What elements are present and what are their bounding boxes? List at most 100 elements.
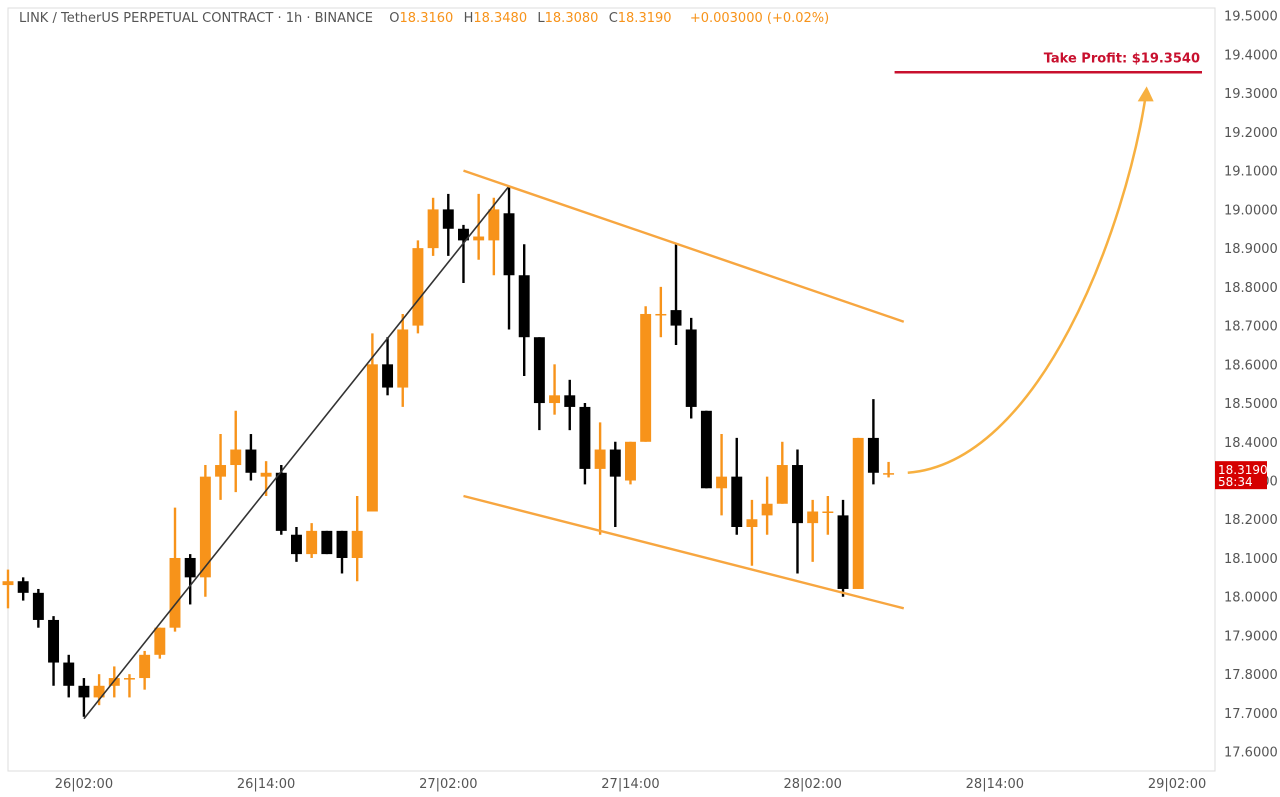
y-tick-label: 18.1000 xyxy=(1224,552,1278,567)
high-value: 18.3480 xyxy=(473,11,528,26)
candle xyxy=(245,434,257,481)
open-value: 18.3160 xyxy=(399,11,454,26)
candle-body xyxy=(883,473,895,475)
y-tick-label: 18.6000 xyxy=(1224,358,1278,373)
x-tick-label: 28|14:00 xyxy=(966,777,1024,792)
candle xyxy=(609,441,621,527)
candle-body xyxy=(746,519,758,527)
candle-body xyxy=(807,511,819,524)
candle-body xyxy=(518,275,530,338)
candle xyxy=(549,364,561,415)
time-axis[interactable]: 26|02:00 26|14:00 27|02:00 27|14:00 28|02:00… xyxy=(55,777,1207,792)
candle xyxy=(397,313,409,407)
projection-arrow xyxy=(907,89,1148,475)
y-tick-label: 18.4000 xyxy=(1224,436,1278,451)
candle-body xyxy=(549,395,561,404)
candle-body xyxy=(290,534,302,555)
candle-body xyxy=(731,476,743,527)
candle-body xyxy=(458,228,469,241)
candle-body xyxy=(640,313,652,442)
candle xyxy=(670,244,682,345)
candle-body xyxy=(32,592,44,620)
candle-body xyxy=(564,395,576,407)
candle xyxy=(2,569,14,609)
countdown-text: 58:34 xyxy=(1218,475,1253,489)
candle xyxy=(442,193,454,256)
y-tick-label: 18.8000 xyxy=(1224,281,1278,296)
y-tick-label: 18.5000 xyxy=(1224,397,1278,412)
symbol-title: LINK / TetherUS PERPETUAL CONTRACT · 1h … xyxy=(19,11,373,26)
candle-body xyxy=(609,449,621,477)
candle xyxy=(48,616,60,686)
y-tick-label: 18.7000 xyxy=(1224,320,1278,335)
candle xyxy=(78,678,90,717)
candle-body xyxy=(533,337,545,404)
low-label: L xyxy=(537,11,545,26)
candle-body xyxy=(442,209,454,229)
candle xyxy=(640,306,652,442)
chart-frame xyxy=(7,7,1216,772)
candle xyxy=(169,507,181,632)
y-tick-label: 19.2000 xyxy=(1224,126,1278,141)
low-value: 18.3080 xyxy=(544,11,599,26)
candle-body xyxy=(397,329,409,388)
candle xyxy=(625,441,636,485)
candle xyxy=(761,476,773,535)
y-tick-label: 18.0000 xyxy=(1224,591,1278,606)
channel-lower-line xyxy=(463,494,905,610)
chart-header: LINK / TetherUS PERPETUAL CONTRACT · 1h … xyxy=(19,11,829,26)
candle xyxy=(518,244,530,376)
candle-body xyxy=(503,213,515,276)
candle xyxy=(731,437,743,535)
candle-body xyxy=(336,530,348,558)
y-tick-label: 18.2000 xyxy=(1224,513,1278,528)
candle xyxy=(32,588,44,628)
candle xyxy=(290,526,302,562)
candle xyxy=(275,465,287,535)
candle xyxy=(594,422,606,535)
candle-body xyxy=(488,209,500,241)
candle xyxy=(17,577,29,601)
x-tick-label: 26|02:00 xyxy=(55,777,113,792)
candle-body xyxy=(260,472,272,477)
candle-body xyxy=(366,364,378,512)
candle-body xyxy=(473,236,485,241)
candle xyxy=(63,654,75,698)
price-axis[interactable]: 19.5000 19.4000 19.3000 19.2000 19.1000 19.00… xyxy=(1224,10,1278,761)
candle-body xyxy=(93,685,105,698)
candle-body xyxy=(655,313,667,316)
candle-body xyxy=(670,310,682,326)
candle xyxy=(867,399,879,485)
y-tick-label: 17.9000 xyxy=(1224,629,1278,644)
candle-body xyxy=(837,515,849,589)
plot-border xyxy=(7,7,1216,772)
candle-body xyxy=(625,441,636,481)
candle-body xyxy=(78,685,90,698)
y-tick-label: 19.5000 xyxy=(1224,10,1278,25)
candle xyxy=(336,530,348,574)
y-tick-label: 19.4000 xyxy=(1224,48,1278,63)
candle-body xyxy=(215,465,227,477)
y-tick-label: 17.7000 xyxy=(1224,707,1278,722)
candle xyxy=(139,650,151,690)
candle xyxy=(837,499,849,597)
candle xyxy=(199,465,211,597)
x-tick-label: 27|14:00 xyxy=(601,777,659,792)
candle-body xyxy=(169,557,181,628)
take-profit-label: Take Profit: $19.3540 xyxy=(1044,51,1200,66)
candle xyxy=(382,337,394,396)
candle-body xyxy=(412,248,424,326)
candle xyxy=(792,449,803,574)
y-tick-label: 17.8000 xyxy=(1224,668,1278,683)
candle-body xyxy=(351,530,363,558)
candle xyxy=(807,499,819,562)
candle-body xyxy=(382,364,394,388)
candle xyxy=(427,197,439,256)
candle xyxy=(655,286,667,338)
candle-body xyxy=(199,476,211,578)
y-tick-label: 19.0000 xyxy=(1224,203,1278,218)
candle xyxy=(215,434,227,500)
